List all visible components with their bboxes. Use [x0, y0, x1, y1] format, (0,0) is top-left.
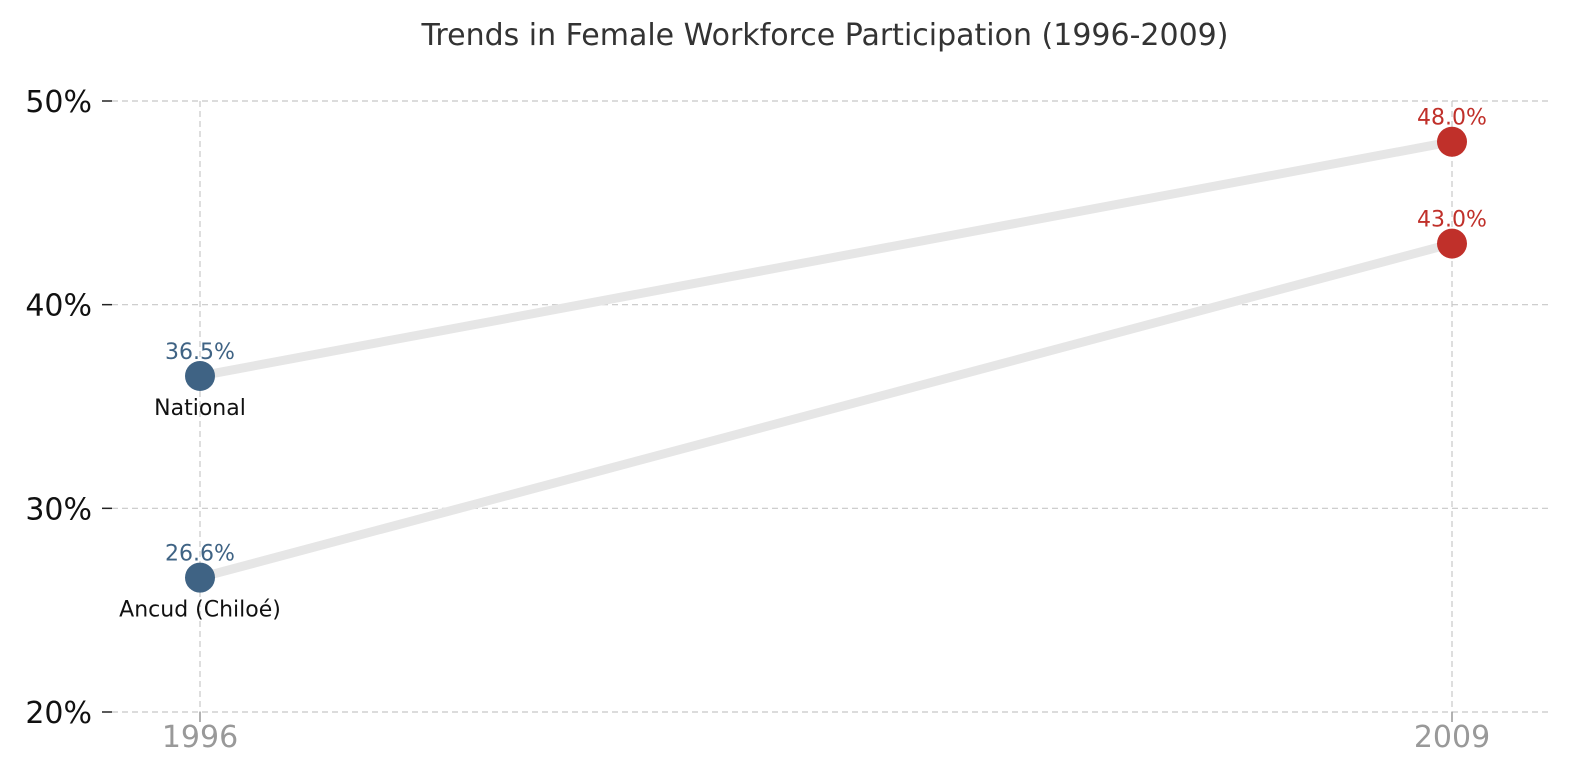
series-label-ancud-chilo: Ancud (Chiloé): [119, 598, 281, 623]
point-start-ancud-chilo: [185, 562, 215, 593]
y-tick-label: 40%: [25, 289, 92, 324]
value-label-end-national: 48.0%: [1417, 106, 1487, 131]
axis-layer: 50% 40% 30% 20% 1996 2009: [25, 85, 1490, 755]
series-label-national: National: [154, 396, 246, 421]
point-end-national: [1437, 126, 1467, 157]
series-line-ancud-chilo: [195, 239, 1457, 583]
series-lines: [195, 137, 1457, 583]
data-labels: 36.5% 48.0% National 26.6% 43.0% Ancud (Chilo…: [119, 106, 1487, 623]
y-tick-label: 20%: [25, 696, 92, 731]
series-line-national: [195, 137, 1457, 381]
x-tick-label: 2009: [1414, 720, 1490, 755]
x-tick-label: 1996: [162, 720, 238, 755]
grid-layer: [112, 100, 1548, 713]
y-tick-label: 30%: [25, 492, 92, 527]
point-end-ancud-chilo: [1437, 228, 1467, 259]
y-tick-label: 50%: [25, 85, 92, 120]
point-start-national: [185, 360, 215, 391]
value-label-start-ancud-chilo: 26.6%: [165, 542, 235, 567]
series-points: [185, 126, 1467, 593]
chart-title: Trends in Female Workforce Participation…: [421, 18, 1229, 53]
value-label-end-ancud-chilo: 43.0%: [1417, 208, 1487, 233]
value-label-start-national: 36.5%: [165, 340, 235, 365]
